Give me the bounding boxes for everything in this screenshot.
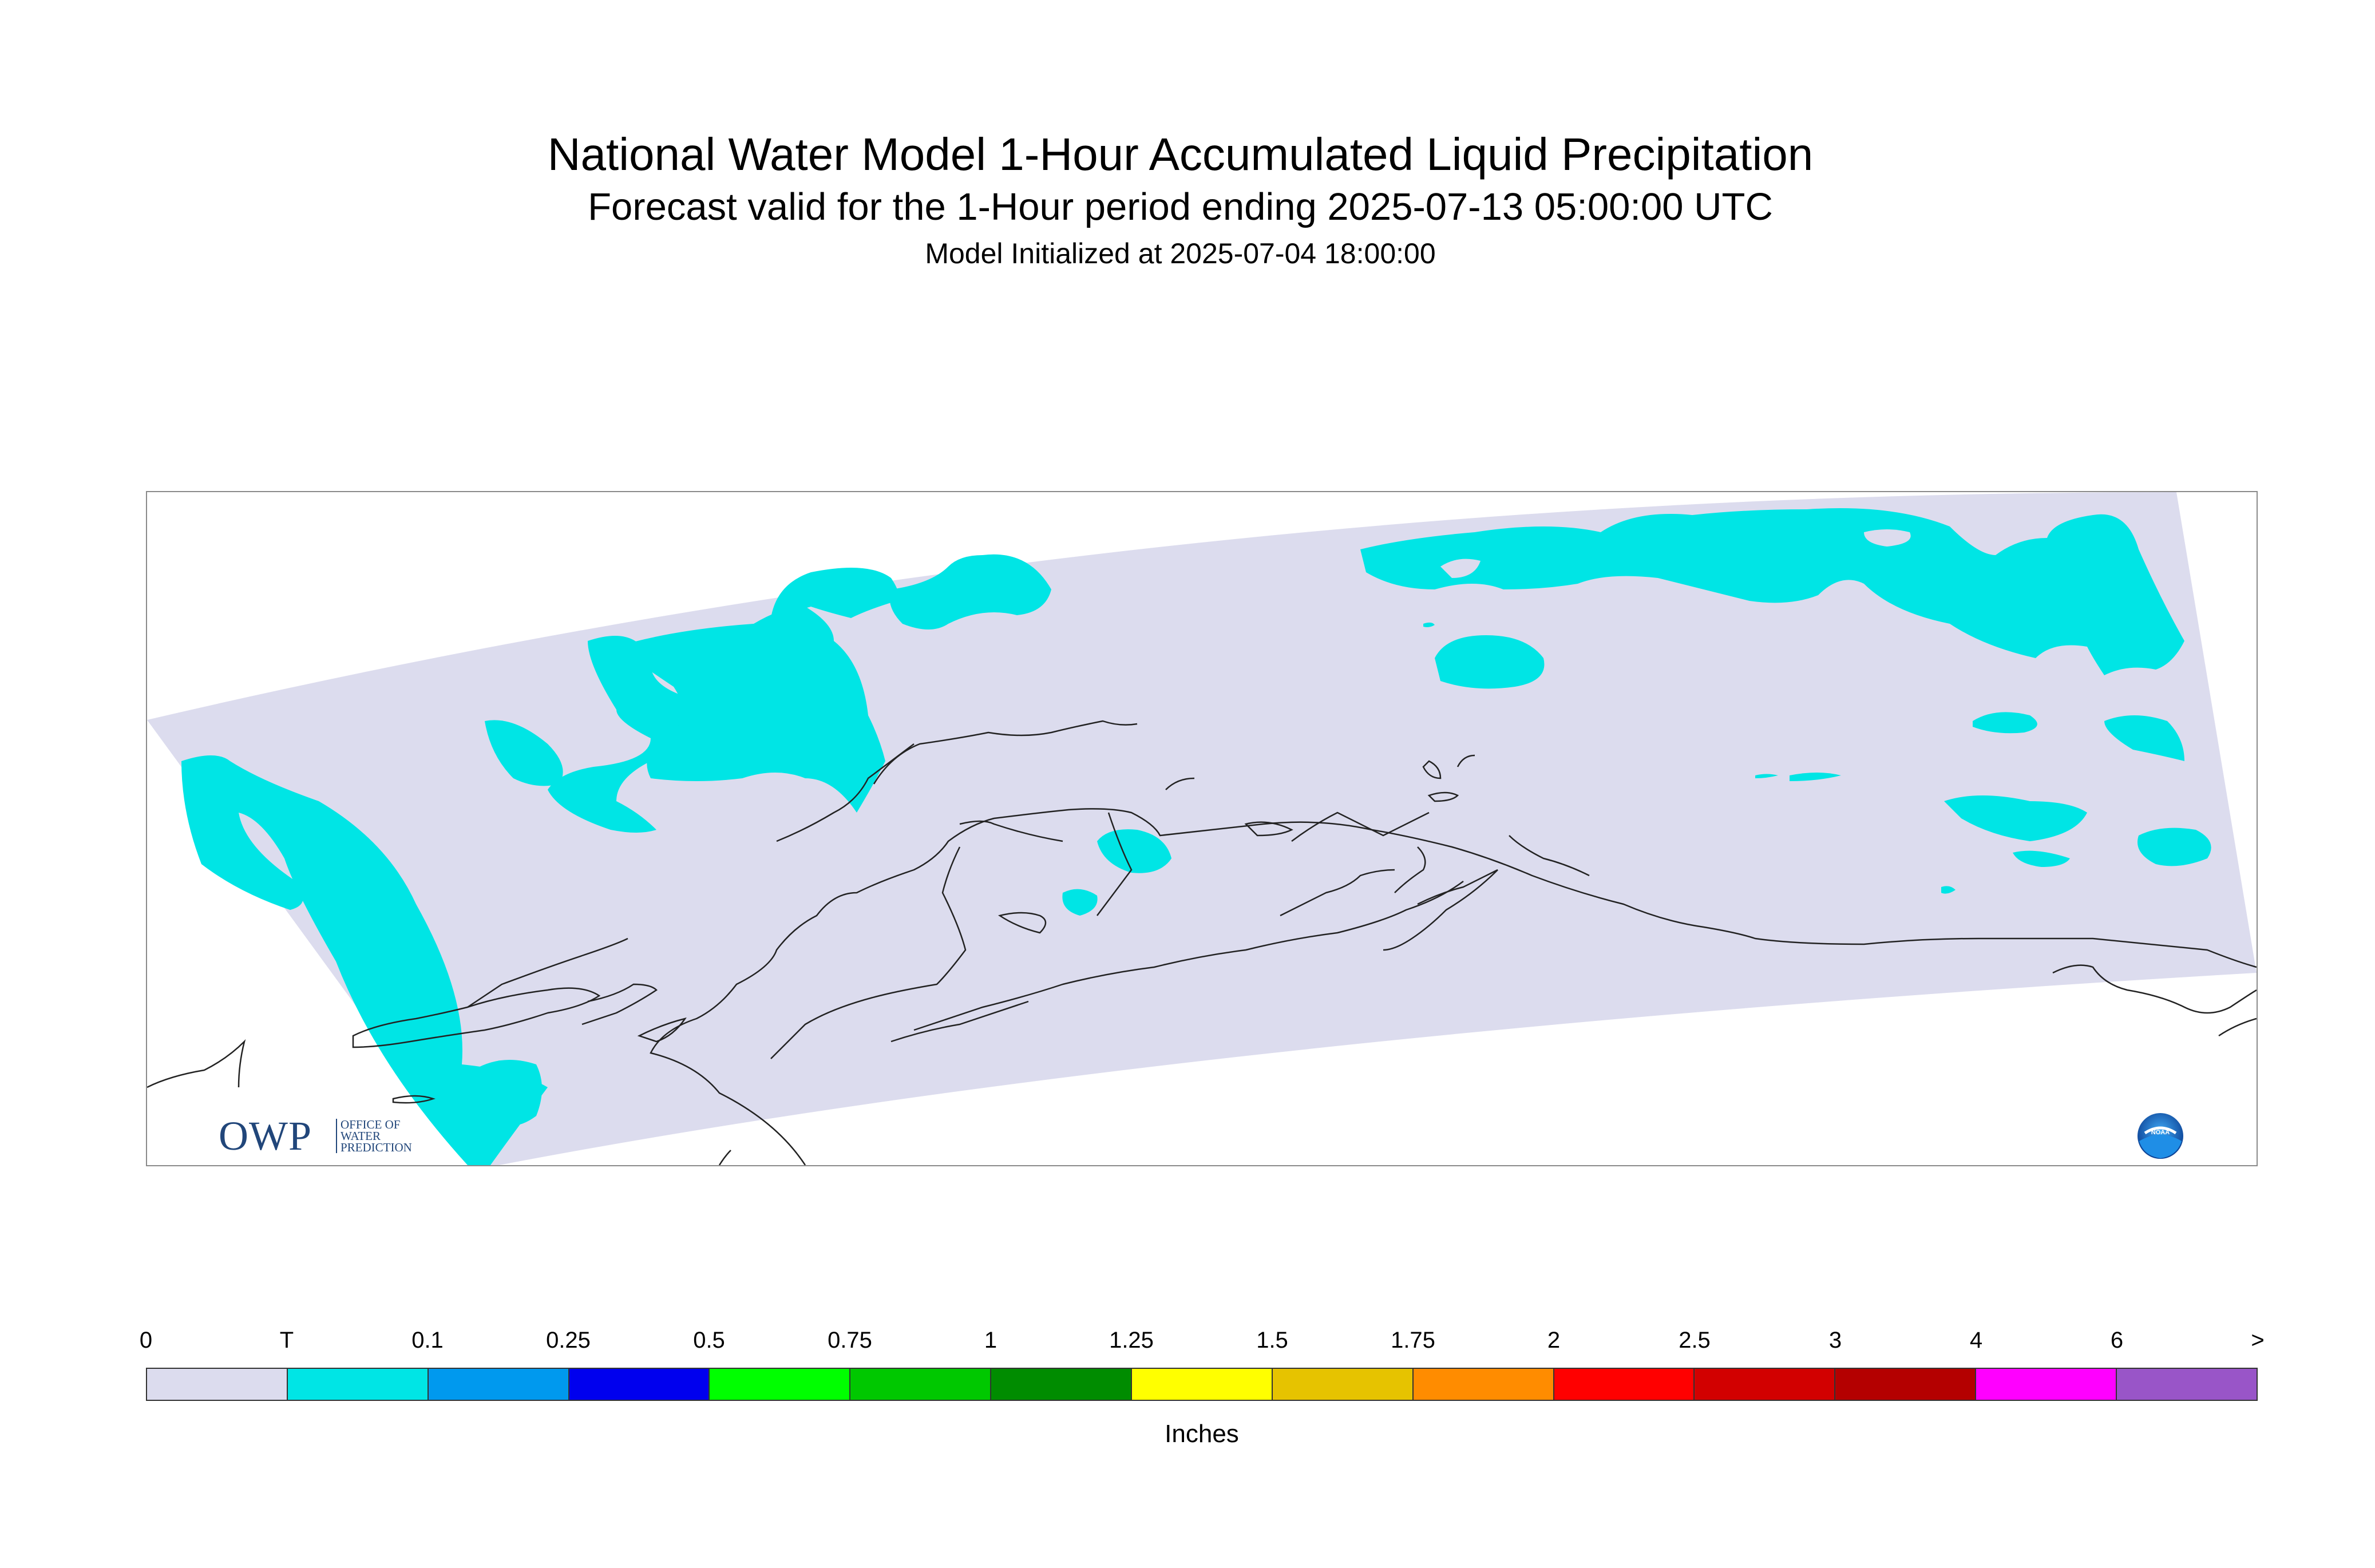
coastline	[770, 846, 967, 1059]
legend-label: 2	[1547, 1328, 1561, 1353]
coastline	[650, 808, 2257, 1165]
coastline	[2218, 1017, 2257, 1037]
precip-area	[1755, 774, 1778, 778]
legend-swatch	[1554, 1369, 1695, 1400]
owp-logo: OWP OFFICE OF WATER PREDICTION	[219, 1113, 436, 1159]
legend-swatch	[1272, 1369, 1414, 1400]
coastline	[1383, 869, 1498, 951]
coastline	[1427, 791, 1459, 802]
legend-label: 1.25	[1109, 1328, 1154, 1353]
coastline	[147, 1039, 246, 1088]
color-legend	[146, 1368, 2258, 1401]
legend-label: 0.1	[411, 1328, 444, 1353]
precip-area	[1944, 795, 2087, 841]
legend-label: 1.5	[1256, 1328, 1288, 1353]
precip-area	[548, 636, 731, 833]
legend-swatch	[287, 1369, 429, 1400]
legend-swatch	[2117, 1369, 2257, 1400]
precip-area	[2013, 850, 2070, 867]
precip-area	[2104, 715, 2184, 761]
legend-label: 3	[1828, 1328, 1842, 1353]
legend-swatch	[1976, 1369, 2117, 1400]
legend-swatch	[850, 1369, 992, 1400]
precip-map	[147, 492, 2257, 1165]
legend-swatch	[710, 1369, 851, 1400]
precip-area	[1097, 829, 1171, 873]
legend-label: 0.5	[693, 1328, 725, 1353]
legend-label: 6	[2110, 1328, 2124, 1353]
legend-swatch	[569, 1369, 710, 1400]
owp-logo-line: WATER	[341, 1129, 381, 1143]
noaa-logo-text: NOAA	[2151, 1129, 2170, 1136]
legend-units: Inches	[1165, 1420, 1239, 1448]
coastline	[890, 1000, 1029, 1043]
noaa-logo: NOAA	[2138, 1113, 2183, 1159]
legend-label: 0	[139, 1328, 153, 1353]
owp-logo-line: PREDICTION	[341, 1141, 412, 1154]
legend-label: >	[2251, 1328, 2265, 1353]
precip-area	[771, 568, 899, 618]
coastline	[913, 880, 1464, 1031]
legend-label: 4	[1969, 1328, 1983, 1353]
legend-swatch	[147, 1369, 288, 1400]
owp-logo-text: OFFICE OF WATER PREDICTION	[336, 1118, 436, 1154]
owp-logo-line: OFFICE OF	[341, 1118, 401, 1131]
precip-area	[616, 607, 885, 813]
precip-area	[1440, 559, 1481, 578]
precip-area	[1941, 886, 1956, 894]
precip-area	[1062, 889, 1098, 916]
precip-area	[1435, 635, 1545, 689]
coastline	[1097, 812, 1133, 916]
legend-swatch	[1132, 1369, 1273, 1400]
coastline	[1456, 754, 1475, 767]
coastline	[1280, 869, 1395, 917]
legend-swatch	[1695, 1369, 1836, 1400]
precip-area	[473, 1060, 542, 1126]
coastline	[392, 1095, 436, 1104]
precip-areas	[181, 508, 2211, 1165]
coastline	[1394, 846, 1426, 893]
precip-area	[1790, 773, 1841, 781]
coastline	[581, 983, 658, 1025]
legend-label: T	[279, 1328, 294, 1353]
legend-label: 1	[984, 1328, 998, 1353]
precip-area	[1423, 622, 1435, 627]
coastline	[1165, 777, 1195, 790]
precip-area	[1864, 529, 1911, 547]
coastline	[352, 987, 601, 1048]
coastline	[637, 1017, 687, 1043]
map-panel: OWP OFFICE OF WATER PREDICTION NOAA	[146, 491, 2258, 1166]
coastline	[959, 820, 1063, 842]
coastlines	[147, 720, 2257, 1165]
legend-label: 0.75	[828, 1328, 872, 1353]
legend-swatch	[428, 1369, 569, 1400]
legend-label: 0.25	[546, 1328, 591, 1353]
precip-area	[1360, 508, 2184, 675]
map-title: National Water Model 1-Hour Accumulated …	[547, 129, 1814, 180]
precip-area	[1973, 712, 2037, 734]
coastline	[873, 720, 1138, 785]
coastline	[1291, 811, 1430, 842]
coastline	[1244, 821, 1293, 837]
legend-label: 2.5	[1679, 1328, 1711, 1353]
legend-swatch	[1835, 1369, 1977, 1400]
precip-area	[181, 755, 548, 1165]
precip-area	[485, 720, 563, 786]
legend-label: 1.75	[1391, 1328, 1435, 1353]
coastline	[718, 1150, 731, 1165]
model-init-time: Model Initialized at 2025-07-04 18:00:00	[925, 237, 1436, 270]
coastline	[998, 912, 1047, 934]
map-subtitle: Forecast valid for the 1-Hour period end…	[588, 185, 1773, 228]
coastline	[467, 937, 628, 1008]
legend-swatch	[1413, 1369, 1554, 1400]
coastline	[776, 743, 915, 842]
precip-area	[889, 554, 1051, 629]
precip-area	[2138, 827, 2211, 866]
coastline	[1509, 835, 1590, 877]
owp-logo-letters: OWP	[219, 1113, 312, 1159]
legend-swatch	[991, 1369, 1133, 1400]
coastline	[1422, 760, 1442, 779]
coastline	[2052, 964, 2257, 1014]
